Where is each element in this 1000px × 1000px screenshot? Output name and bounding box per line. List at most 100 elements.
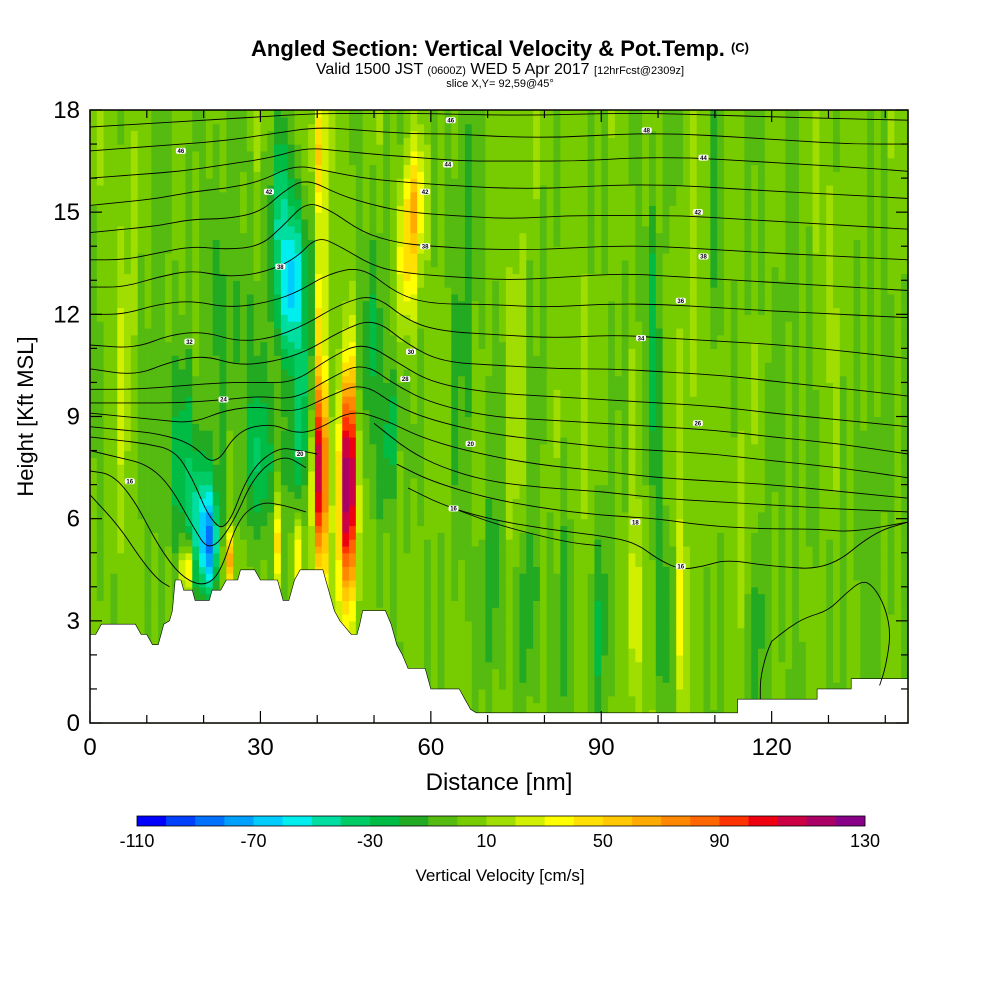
- velocity-cell: [805, 450, 814, 458]
- velocity-cell: [280, 525, 289, 533]
- velocity-cell: [648, 607, 657, 615]
- velocity-cell: [703, 586, 711, 595]
- velocity-cell: [130, 511, 139, 520]
- velocity-cell: [424, 586, 432, 595]
- velocity-cell: [492, 552, 500, 561]
- velocity-cell: [614, 573, 623, 581]
- velocity-cell: [594, 607, 602, 615]
- velocity-cell: [205, 436, 214, 445]
- velocity-cell: [710, 668, 718, 676]
- velocity-cell: [505, 675, 514, 683]
- velocity-cell: [689, 484, 698, 493]
- velocity-cell: [894, 614, 902, 622]
- velocity-cell: [839, 498, 848, 506]
- velocity-cell: [737, 648, 745, 656]
- velocity-cell: [458, 661, 466, 670]
- velocity-cell: [778, 566, 786, 574]
- velocity-cell: [464, 620, 473, 629]
- velocity-cell: [901, 654, 909, 663]
- velocity-cell: [553, 620, 561, 629]
- velocity-cell: [805, 661, 814, 670]
- velocity-cell: [124, 545, 132, 554]
- velocity-cell: [676, 579, 684, 588]
- velocity-cell: [587, 566, 596, 574]
- velocity-cell: [171, 511, 180, 520]
- velocity-cell: [424, 436, 432, 445]
- velocity-cell: [437, 470, 446, 479]
- velocity-cell: [137, 450, 146, 458]
- velocity-cell: [560, 688, 568, 697]
- velocity-cell: [233, 518, 241, 527]
- velocity-cell: [758, 566, 766, 574]
- velocity-cell: [499, 607, 507, 615]
- velocity-cell: [662, 695, 671, 704]
- velocity-cell: [342, 607, 350, 615]
- velocity-cell: [437, 525, 446, 533]
- velocity-cell: [212, 498, 221, 506]
- velocity-cell: [349, 491, 357, 499]
- velocity-cell: [846, 614, 855, 622]
- velocity-cell: [430, 552, 439, 561]
- velocity-cell: [499, 484, 507, 493]
- velocity-cell: [785, 505, 793, 513]
- velocity-cell: [744, 457, 752, 465]
- velocity-cell: [294, 436, 302, 445]
- velocity-cell: [430, 641, 439, 649]
- velocity-cell: [533, 545, 541, 554]
- velocity-cell: [567, 518, 575, 527]
- velocity-cell: [526, 450, 534, 458]
- velocity-cell: [239, 491, 248, 499]
- velocity-cell: [751, 573, 759, 581]
- velocity-cell: [751, 484, 759, 493]
- velocity-cell: [185, 559, 193, 567]
- velocity-cell: [846, 573, 855, 581]
- velocity-cell: [812, 607, 820, 615]
- velocity-cell: [812, 627, 820, 636]
- velocity-cell: [164, 484, 173, 493]
- velocity-cell: [171, 443, 180, 452]
- velocity-cell: [573, 464, 582, 472]
- velocity-cell: [533, 682, 541, 690]
- velocity-cell: [151, 614, 159, 622]
- velocity-cell: [573, 511, 582, 520]
- velocity-cell: [458, 682, 466, 690]
- velocity-cell: [873, 477, 882, 486]
- velocity-cell: [758, 443, 766, 452]
- velocity-cell: [771, 607, 780, 615]
- velocity-cell: [717, 600, 725, 608]
- velocity-cell: [621, 668, 630, 676]
- velocity-cell: [171, 457, 180, 465]
- velocity-cell: [308, 450, 316, 458]
- velocity-cell: [471, 505, 480, 513]
- velocity-cell: [785, 648, 793, 656]
- velocity-cell: [430, 443, 439, 452]
- velocity-cell: [96, 450, 105, 458]
- velocity-cell: [901, 484, 909, 493]
- velocity-cell: [464, 688, 473, 697]
- velocity-cell: [853, 627, 861, 636]
- velocity-cell: [826, 634, 834, 642]
- velocity-cell: [792, 668, 800, 676]
- velocity-cell: [355, 545, 364, 554]
- velocity-cell: [451, 470, 459, 479]
- velocity-cell: [696, 620, 705, 629]
- velocity-cell: [744, 518, 752, 527]
- velocity-cell: [444, 573, 452, 581]
- velocity-cell: [737, 484, 745, 493]
- velocity-cell: [212, 464, 221, 472]
- velocity-cell: [826, 525, 834, 533]
- velocity-cell: [867, 607, 875, 615]
- velocity-cell: [417, 511, 425, 520]
- velocity-cell: [410, 477, 418, 486]
- velocity-cell: [826, 518, 834, 527]
- velocity-cell: [137, 518, 146, 527]
- velocity-cell: [519, 505, 527, 513]
- velocity-cell: [901, 607, 909, 615]
- velocity-cell: [546, 443, 555, 452]
- velocity-cell: [130, 586, 139, 595]
- velocity-cell: [451, 559, 459, 567]
- velocity-cell: [655, 511, 664, 520]
- velocity-cell: [185, 484, 193, 493]
- velocity-cell: [601, 607, 609, 615]
- velocity-cell: [826, 464, 834, 472]
